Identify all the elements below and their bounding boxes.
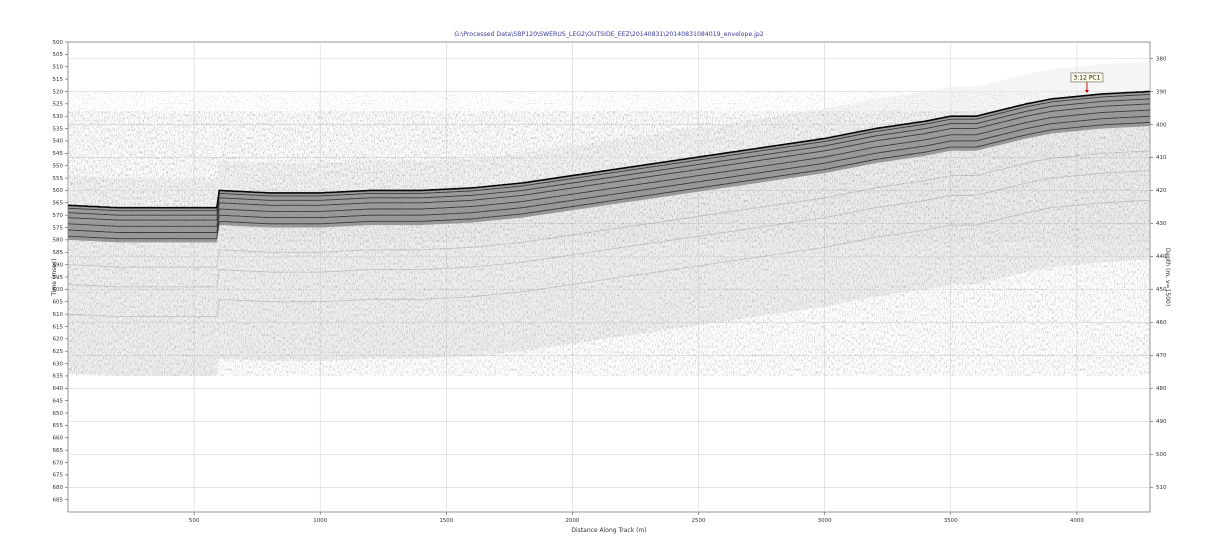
y2-tick-label: 390 (1156, 89, 1167, 95)
reflector-layer (68, 109, 1150, 227)
y-tick-label: 525 (53, 102, 64, 108)
y-tick-label: 590 (53, 262, 64, 268)
reflector-layer (68, 90, 1150, 209)
y-tick-label: 555 (53, 176, 64, 182)
y-tick-label: 515 (53, 77, 64, 83)
reflector-layer (68, 115, 1150, 233)
y-tick-label: 510 (53, 65, 64, 71)
y-tick-label: 685 (53, 497, 64, 503)
deep-reflector (68, 199, 1150, 318)
y-tick-label: 665 (53, 448, 64, 454)
y2-tick-label: 470 (1156, 353, 1167, 359)
y-tick-label: 680 (53, 485, 64, 491)
x-tick-label: 500 (189, 518, 200, 524)
reflector-layer (68, 98, 1150, 216)
chart-title: G:\Processed Data\SBP120\SWERUS_LEG2\OUT… (454, 31, 763, 38)
y2-tick-label: 410 (1156, 155, 1167, 161)
y-tick-label: 615 (53, 324, 64, 330)
y2-tick-label: 440 (1156, 254, 1167, 260)
y2-axis-title: Depth (m, v=1500) (1164, 248, 1171, 306)
y-tick-label: 675 (53, 473, 64, 479)
y-tick-label: 605 (53, 300, 64, 306)
y-tick-label: 545 (53, 151, 64, 157)
y2-tick-label: 510 (1156, 485, 1167, 491)
y2-tick-label: 430 (1156, 221, 1167, 227)
axes: 500 505 510 515 520 525 530 535 540 545 550 555 560 5… (53, 40, 1167, 524)
y-tick-label: 620 (53, 337, 64, 343)
y-tick-label: 670 (53, 460, 64, 466)
y-tick-label: 505 (53, 52, 64, 58)
y-tick-label: 500 (53, 40, 64, 46)
y-axis-title: Time (msec) (51, 258, 58, 296)
y-tick-label: 640 (53, 386, 64, 392)
y-tick-label: 565 (53, 201, 64, 207)
marker-label: 3:12 PC1 (1073, 74, 1100, 81)
y2-tick-label: 450 (1156, 287, 1167, 293)
y-tick-label: 610 (53, 312, 64, 318)
y2-tick-label: 380 (1156, 56, 1167, 62)
reflector-layer (68, 93, 1150, 212)
y-tick-label: 635 (53, 374, 64, 380)
deep-reflector (68, 150, 1150, 268)
y-tick-label: 630 (53, 361, 64, 367)
y-tick-label: 655 (53, 423, 64, 429)
x-tick-label: 3000 (818, 518, 832, 524)
y2-tick-label: 490 (1156, 419, 1167, 425)
x-tick-label: 4000 (1070, 518, 1084, 524)
reflector-layer (68, 103, 1150, 221)
y2-tick-label: 400 (1156, 122, 1167, 128)
y2-tick-label: 500 (1156, 452, 1167, 458)
x-tick-label: 3500 (944, 518, 958, 524)
x-tick-label: 2500 (692, 518, 706, 524)
y-tick-label: 585 (53, 250, 64, 256)
seismic-image (68, 61, 1150, 376)
y-tick-label: 550 (53, 163, 64, 169)
y-tick-label: 570 (53, 213, 64, 219)
y2-tick-label: 480 (1156, 386, 1167, 392)
y-tick-label: 625 (53, 349, 64, 355)
x-axis-title: Distance Along Track (m) (571, 527, 646, 534)
y-tick-label: 580 (53, 238, 64, 244)
y2-tick-label: 460 (1156, 320, 1167, 326)
x-tick-label: 1500 (439, 518, 453, 524)
y-tick-label: 520 (53, 89, 64, 95)
y-tick-label: 575 (53, 225, 64, 231)
x-tick-label: 1000 (313, 518, 327, 524)
marker-arrowhead (1084, 89, 1089, 93)
sub-bottom-grain (68, 111, 1150, 376)
y-tick-label: 650 (53, 411, 64, 417)
core-site-marker: 3:12 PC1 (1070, 72, 1104, 93)
y-tick-label: 540 (53, 139, 64, 145)
deep-reflector (68, 170, 1150, 288)
y2-tick-label: 420 (1156, 188, 1167, 194)
y-tick-label: 600 (53, 287, 64, 293)
marker-label-box (1070, 72, 1104, 83)
reflector-layer (68, 121, 1150, 240)
y-tick-label: 595 (53, 275, 64, 281)
y-tick-label: 645 (53, 398, 64, 404)
y-tick-label: 530 (53, 114, 64, 120)
water-column-noise (68, 61, 1150, 208)
x-tick-label: 2000 (565, 518, 579, 524)
y-tick-label: 660 (53, 436, 64, 442)
y-tick-label: 535 (53, 126, 64, 132)
y-tick-label: 560 (53, 188, 64, 194)
